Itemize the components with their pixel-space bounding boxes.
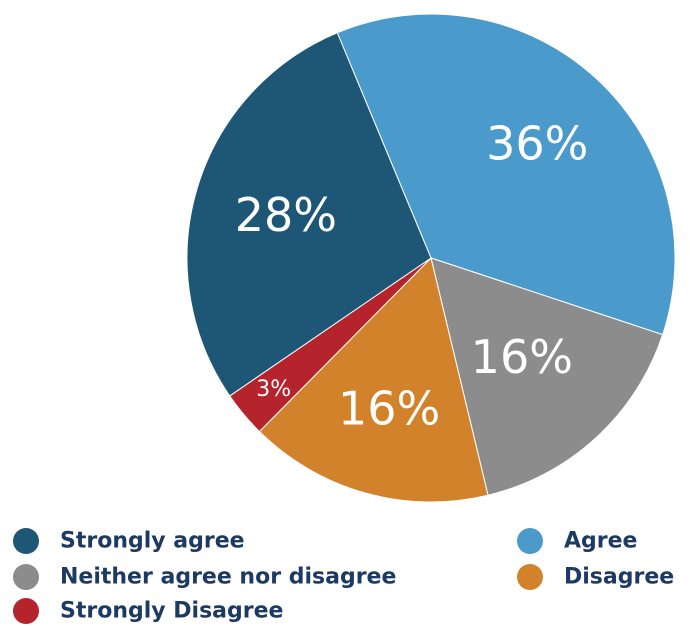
- legend-label: Agree: [564, 529, 637, 554]
- legend-swatch: [13, 564, 39, 590]
- legend-item-agree: Agree: [517, 528, 637, 554]
- legend-label: Neither agree nor disagree: [60, 565, 396, 590]
- legend-item-strongly-disagree: Strongly Disagree: [13, 598, 283, 624]
- legend: Strongly agree Agree Neither agree nor dis…: [13, 528, 674, 624]
- legend-label: Disagree: [564, 565, 674, 590]
- slice-label-neither-agree-nor-disagree: 16%: [471, 330, 573, 384]
- pie-slice-strongly-agree: [186, 32, 432, 397]
- pie-slice-agree: [336, 13, 676, 336]
- pie-slice-neither-agree-nor-disagree: [430, 257, 664, 496]
- legend-label: Strongly Disagree: [60, 599, 283, 624]
- legend-swatch: [13, 528, 39, 554]
- slice-label-disagree: 16%: [338, 381, 440, 435]
- slice-label-strongly-agree: 28%: [235, 188, 337, 242]
- legend-swatch: [517, 564, 543, 590]
- legend-swatch: [517, 528, 543, 554]
- legend-swatch: [13, 598, 39, 624]
- legend-item-disagree: Disagree: [517, 564, 674, 590]
- legend-item-strongly-agree: Strongly agree: [13, 528, 245, 554]
- slice-label-agree: 36%: [486, 117, 588, 171]
- pie-slice-disagree: [258, 257, 489, 503]
- pie-labels: 36% 16% 16% 3% 28%: [235, 117, 589, 436]
- legend-label: Strongly agree: [60, 529, 245, 554]
- slice-label-strongly-disagree: 3%: [256, 377, 291, 402]
- pie-slices: [186, 13, 676, 503]
- legend-item-neither-agree-nor-disagree: Neither agree nor disagree: [13, 564, 396, 590]
